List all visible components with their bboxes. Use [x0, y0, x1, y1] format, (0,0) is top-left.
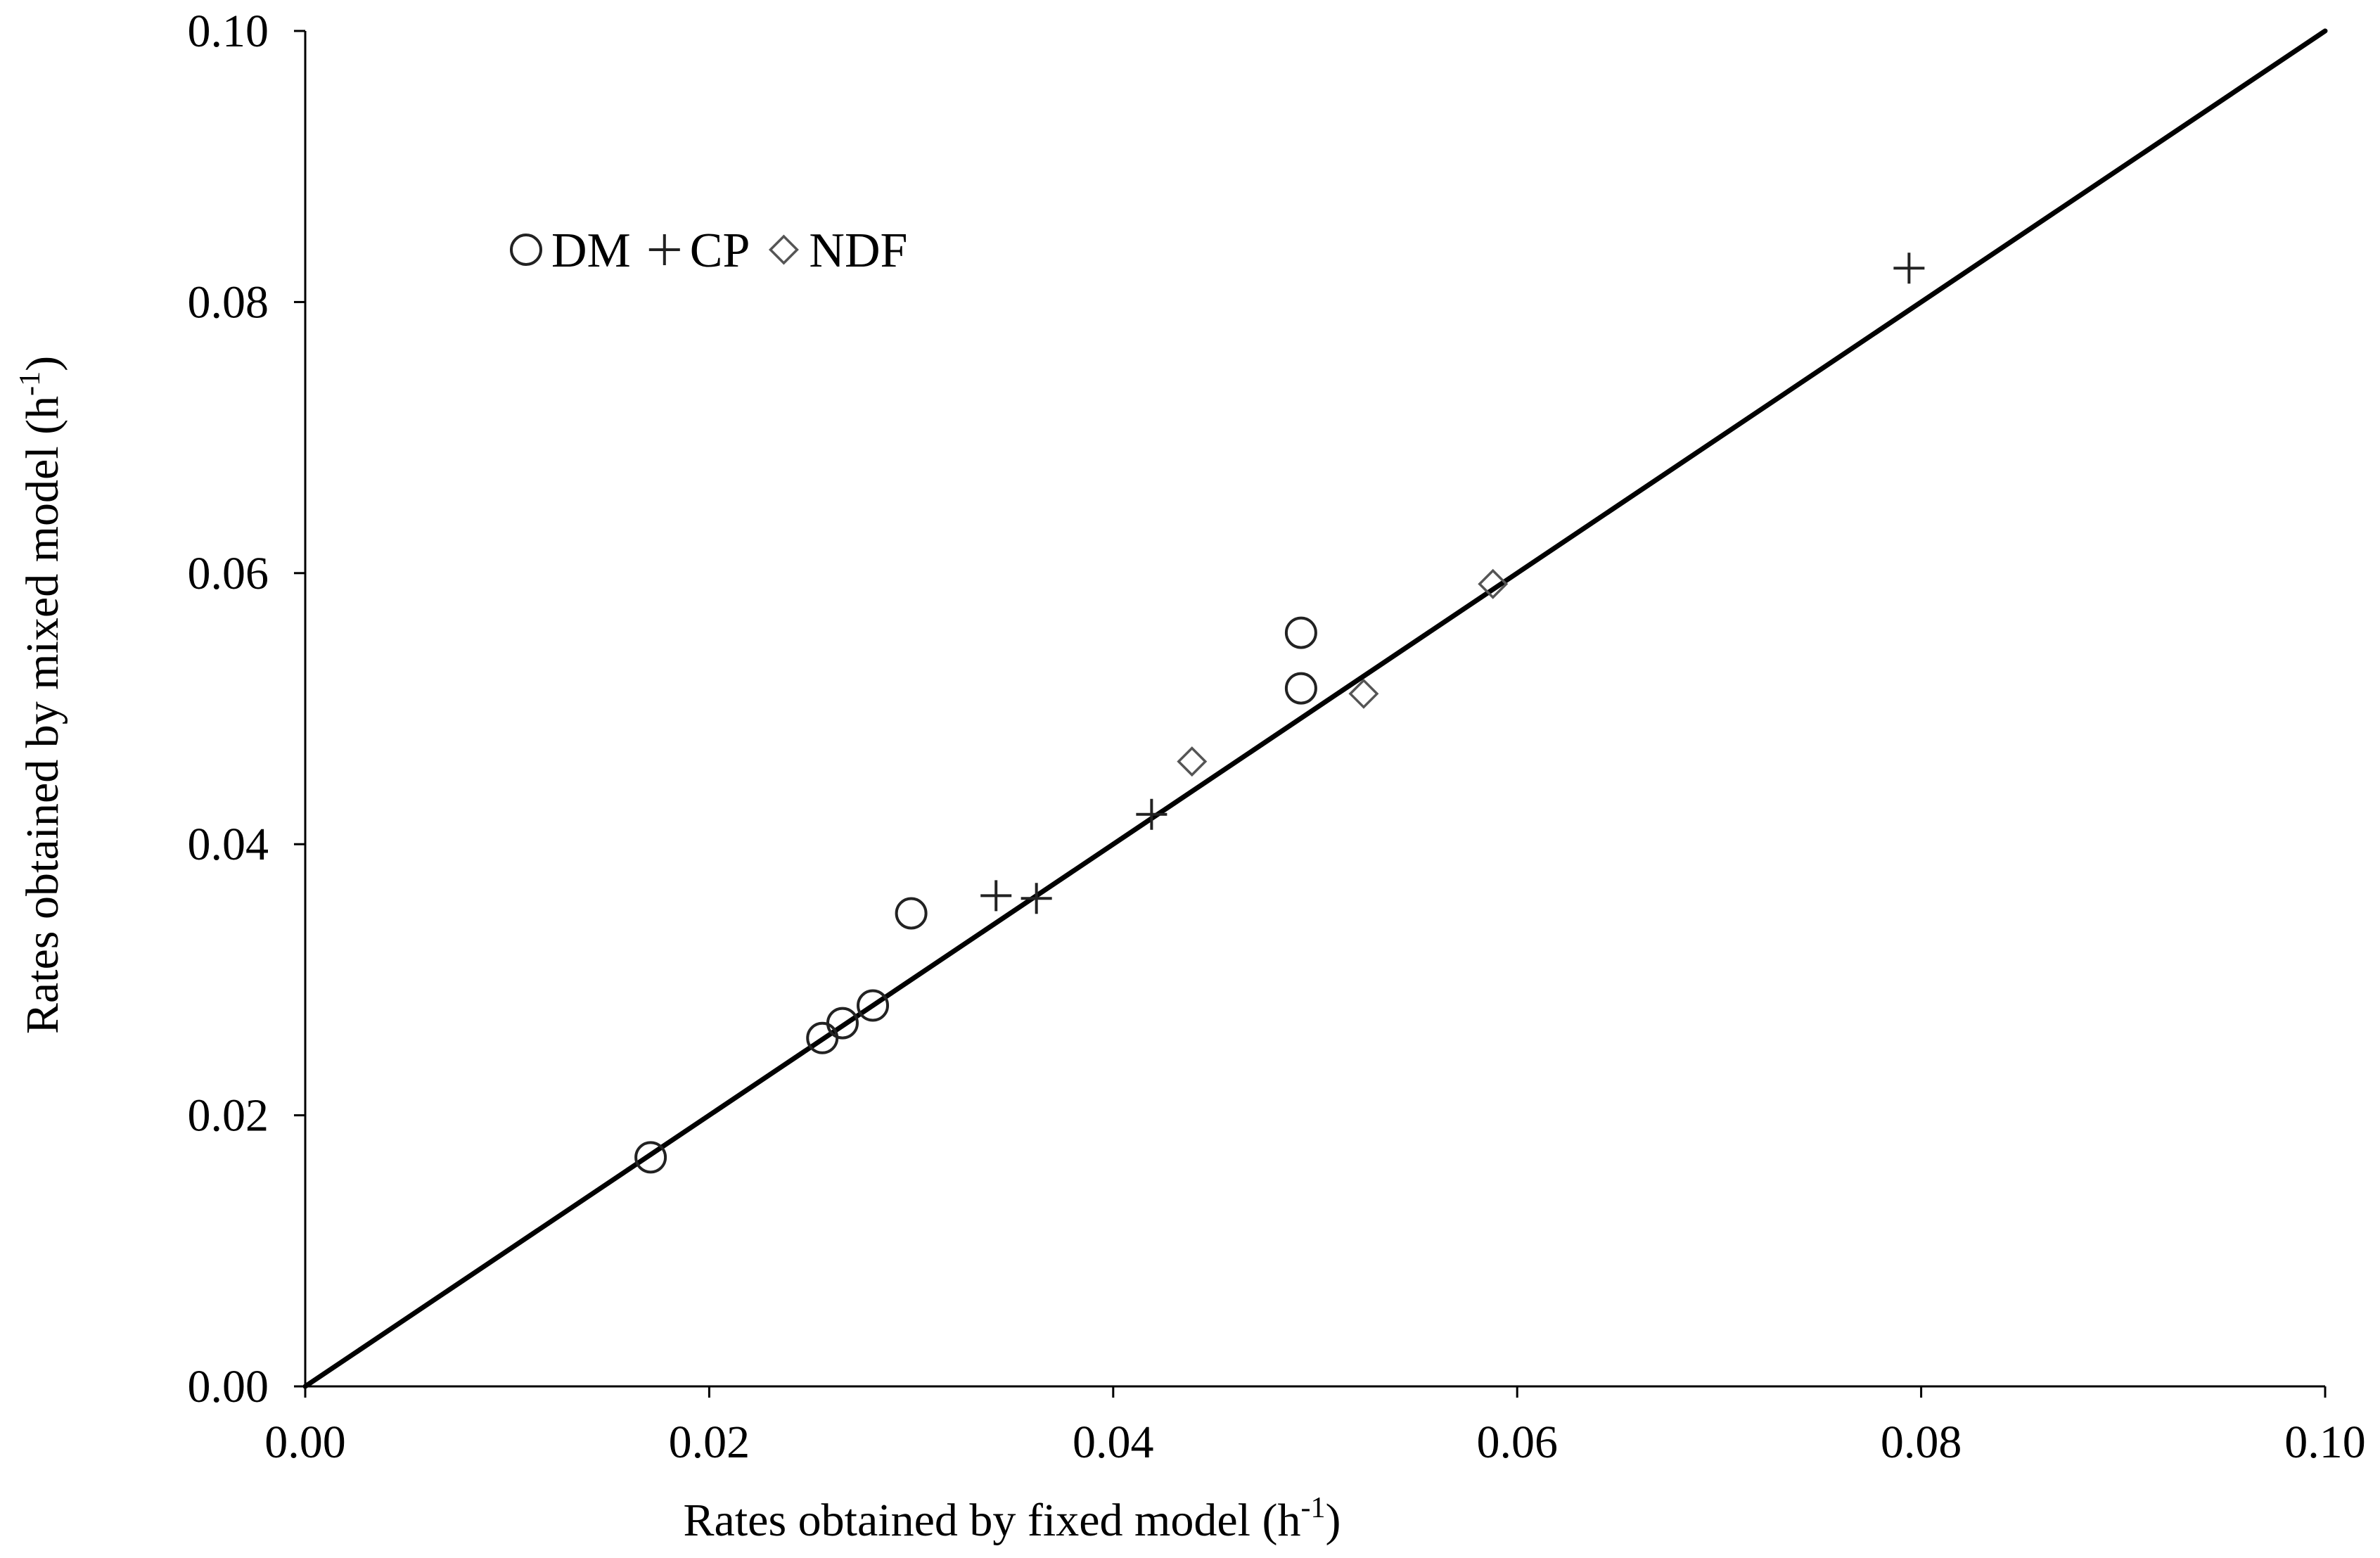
x-tick-label: 0.00: [264, 1417, 346, 1468]
y-tick-label: 0.06: [188, 548, 269, 599]
legend-label-cp: CP: [690, 224, 750, 278]
y-axis-title-end: ): [17, 356, 68, 371]
data-point-dm: [857, 989, 890, 1022]
x-axis-title-superscript: -1: [1300, 1492, 1325, 1524]
legend-item-cp: CP: [648, 224, 750, 278]
reference-line: [302, 28, 2328, 1389]
series-ndf: [1177, 568, 1509, 777]
y-tick-label: 0.00: [188, 1361, 269, 1412]
data-point-dm: [895, 897, 928, 930]
data-point-dm: [1284, 616, 1317, 649]
legend-marker-dm: [510, 234, 542, 266]
y-tick-label: 0.10: [188, 6, 269, 57]
reference-line-group: [302, 28, 2328, 1389]
data-point-cp: [1136, 798, 1167, 830]
data-point-dm: [634, 1141, 667, 1174]
data-point-ndf: [1348, 678, 1379, 709]
x-tick-label: 0.06: [1476, 1417, 1558, 1468]
legend: DM CP NDF: [510, 224, 907, 278]
y-tick-label: 0.02: [188, 1090, 269, 1142]
data-point-cp: [980, 880, 1012, 912]
legend-item-ndf: NDF: [768, 224, 907, 278]
data-points: [634, 253, 1925, 1174]
ticks: 0.00 0.02 0.04 0.06 0.08 0.10 0.00 0.02 0.04 0.06…: [188, 6, 2366, 1468]
x-tick-label: 0.10: [2284, 1417, 2366, 1468]
data-point-cp: [1021, 883, 1052, 914]
y-tick-label: 0.08: [188, 276, 269, 328]
x-tick-label: 0.08: [1881, 1417, 1962, 1468]
y-axis-title-main: Rates obtained by mixed model (h: [17, 396, 68, 1034]
data-point-dm: [826, 1007, 859, 1040]
legend-marker-cp: [648, 234, 680, 265]
y-tick-label: 0.04: [188, 819, 269, 870]
x-axis-title-main: Rates obtained by fixed model (h: [684, 1495, 1301, 1546]
x-axis-title: Rates obtained by fixed model (h-1): [684, 1492, 1341, 1546]
y-axis-title: Rates obtained by mixed model (h-1): [14, 356, 68, 1034]
legend-item-dm: DM: [510, 224, 631, 278]
series-cp: [980, 253, 1925, 914]
x-axis-title-end: ): [1325, 1495, 1341, 1546]
data-point-cp: [1893, 253, 1925, 284]
legend-marker-ndf: [768, 234, 799, 265]
axes: [304, 31, 2325, 1388]
x-tick-label: 0.04: [1073, 1417, 1154, 1468]
data-point-ndf: [1177, 746, 1208, 777]
data-point-dm: [1284, 672, 1317, 705]
y-axis-title-superscript: -1: [14, 371, 46, 396]
x-tick-label: 0.02: [669, 1417, 750, 1468]
series-dm: [634, 616, 1317, 1174]
legend-label-dm: DM: [551, 224, 631, 278]
legend-label-ndf: NDF: [809, 224, 907, 278]
data-point-ndf: [1478, 568, 1509, 599]
